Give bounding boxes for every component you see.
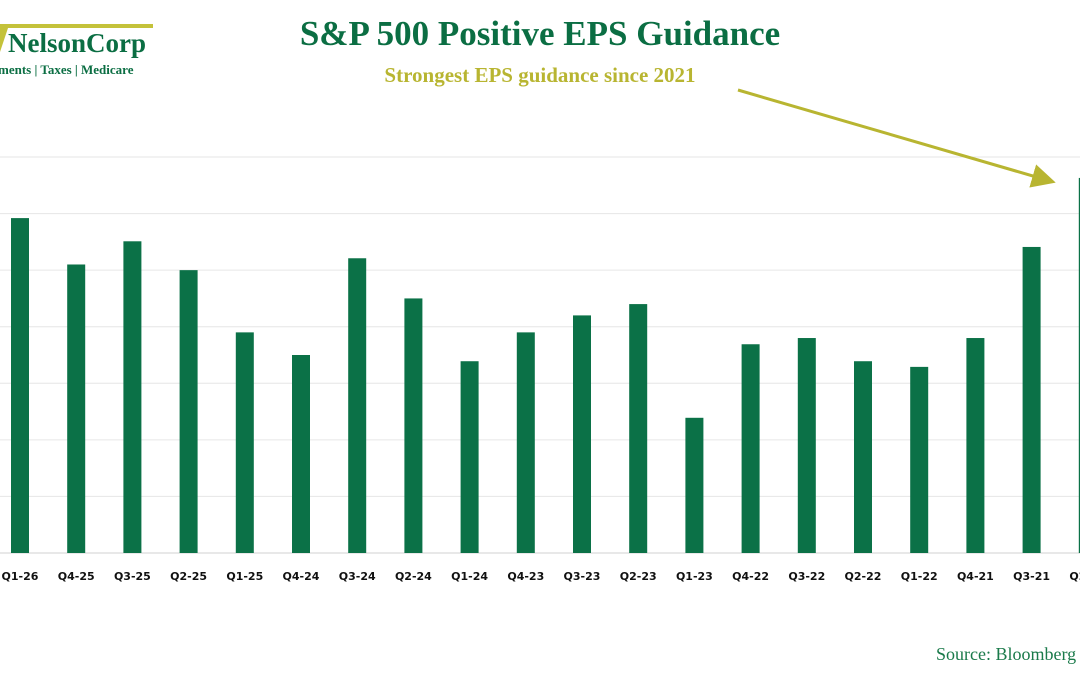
- logo-name: NelsonCorp: [8, 28, 147, 58]
- logo-bar: [0, 24, 153, 28]
- x-tick-label: Q4-21: [957, 570, 994, 583]
- bar-Q1-26: [11, 218, 29, 553]
- bar-Q2-23: [629, 304, 648, 553]
- x-tick-label: Q3-21: [1013, 570, 1050, 583]
- x-tick-label: Q3-25: [114, 570, 151, 583]
- bar-Q2-24: [404, 298, 423, 553]
- bar-Q3-24: [348, 258, 367, 553]
- bar-Q3-23: [573, 315, 591, 553]
- annotation-arrow: [737, 88, 1056, 188]
- bar-Q1-24: [460, 361, 479, 553]
- bar-Q1-23: [685, 417, 704, 553]
- x-tick-label: Q3-22: [788, 570, 825, 583]
- x-tick-label: Q1-22: [901, 570, 938, 583]
- logo-slant: [0, 28, 8, 52]
- chart-title: S&P 500 Positive EPS Guidance: [299, 14, 781, 53]
- x-tick-label: Q4-22: [732, 570, 769, 583]
- x-tick-label: Q2-25: [170, 570, 207, 583]
- x-tick-label: Q2-23: [620, 570, 657, 583]
- x-tick-label: Q2-24: [395, 570, 432, 583]
- bar-Q3-21: [1022, 246, 1041, 553]
- x-tick-label: Q1-24: [451, 570, 488, 583]
- x-tick-label: Q3-24: [339, 570, 376, 583]
- x-tick-label: Q4-24: [283, 570, 320, 583]
- bar-Q1-22: [910, 366, 929, 553]
- bar-Q2-21: [1078, 177, 1080, 553]
- source-note: Source: Bloomberg: [936, 644, 1077, 664]
- x-tick-label: Q2-22: [845, 570, 882, 583]
- bar-Q2-25: [179, 270, 198, 553]
- chart-subtitle: Strongest EPS guidance since 2021: [384, 63, 696, 87]
- x-tick-label: Q1-25: [226, 570, 263, 583]
- logo-tagline: ments | Taxes | Medicare: [0, 62, 134, 77]
- bar-Q1-25: [235, 332, 254, 553]
- bar-Q4-23: [516, 332, 535, 553]
- x-tick-label: Q3-23: [564, 570, 601, 583]
- bar-Q4-25: [67, 264, 86, 553]
- bar-Q4-21: [966, 338, 985, 553]
- x-tick-label: Q4-23: [507, 570, 544, 583]
- x-tick-label: Q2-21: [1069, 570, 1080, 583]
- bar-Q2-22: [854, 361, 872, 553]
- bar-Q3-22: [797, 338, 816, 553]
- x-tick-label: Q1-26: [2, 570, 39, 583]
- bar-Q4-24: [292, 355, 310, 553]
- x-tick-label: Q1-23: [676, 570, 713, 583]
- x-tick-label: Q4-25: [58, 570, 95, 583]
- bar-Q3-25: [123, 241, 142, 553]
- bar-Q4-22: [741, 344, 760, 553]
